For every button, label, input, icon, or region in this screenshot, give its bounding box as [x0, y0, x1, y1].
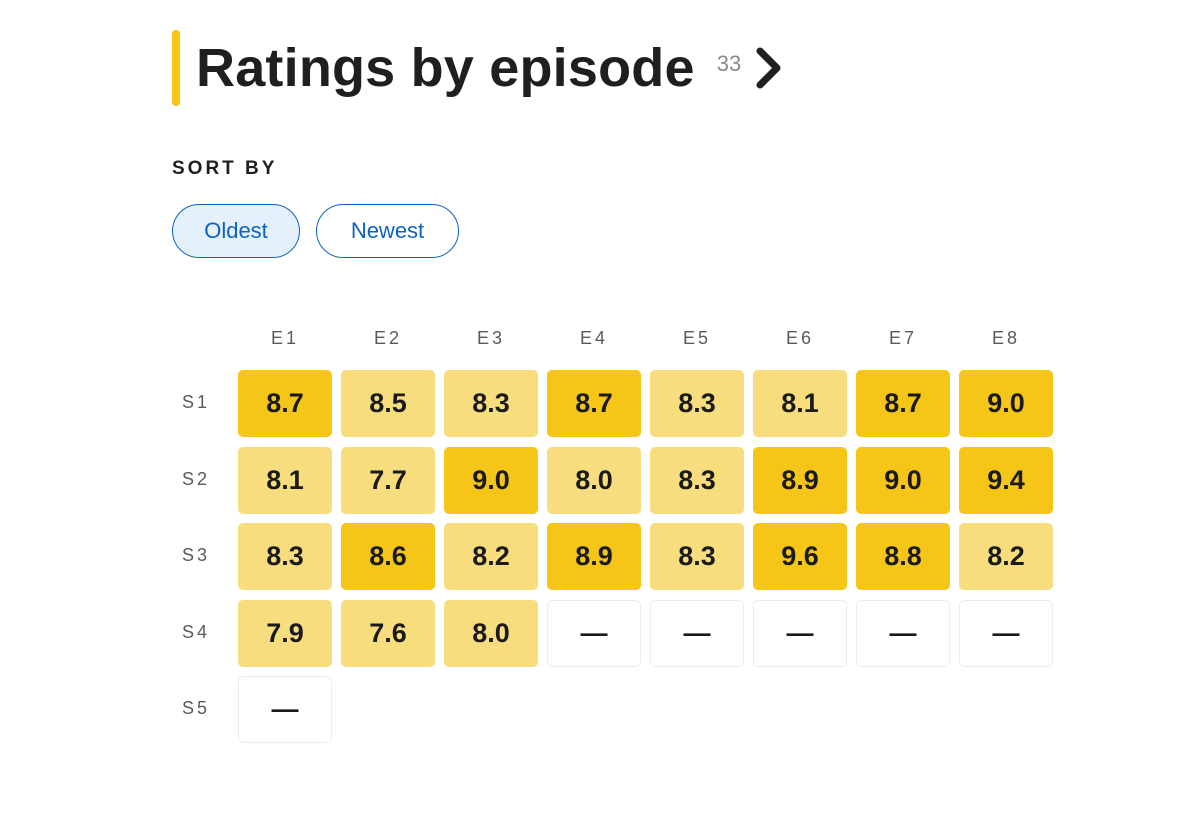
rating-cell-empty[interactable]: —	[547, 599, 641, 667]
sort-newest-button[interactable]: Newest	[316, 204, 459, 258]
season-label: S3	[182, 545, 211, 565]
chevron-right-icon[interactable]	[751, 45, 785, 91]
rating-cell[interactable]: 8.7	[238, 370, 332, 437]
rating-cell[interactable]: 8.2	[959, 523, 1053, 590]
rating-cell[interactable]: 8.7	[547, 370, 641, 437]
rating-cell[interactable]: 8.0	[444, 599, 538, 667]
season-label: S4	[182, 621, 211, 642]
episode-header: E1	[270, 328, 300, 348]
rating-cell-empty[interactable]: —	[650, 599, 744, 667]
sort-by-label: SORT BY	[172, 158, 278, 179]
rating-cell[interactable]: 9.0	[444, 446, 538, 514]
rating-cell[interactable]: 7.9	[238, 599, 332, 667]
rating-cell[interactable]: 8.5	[341, 370, 435, 437]
rating-cell[interactable]: 8.1	[238, 446, 332, 514]
episode-header: E5	[682, 328, 712, 348]
episode-header: E3	[476, 328, 506, 348]
ratings-section: Ratings by episode 33 SORT BY Oldest New…	[172, 30, 1072, 743]
rating-cell[interactable]: 7.6	[341, 599, 435, 667]
rating-cell[interactable]: 7.7	[341, 446, 435, 514]
rating-cell[interactable]: 8.9	[753, 446, 847, 514]
rating-cell[interactable]: 9.0	[959, 370, 1053, 437]
rating-cell[interactable]: 8.3	[650, 446, 744, 514]
rating-cell[interactable]: 8.7	[856, 370, 950, 437]
episode-header: E4	[579, 328, 609, 348]
rating-cell[interactable]: 8.3	[444, 370, 538, 437]
season-label: S1	[182, 392, 211, 412]
section-title: Ratings by episode	[196, 38, 695, 98]
accent-bar	[172, 30, 180, 106]
episode-header: E6	[785, 328, 815, 348]
sort-options: Oldest Newest	[172, 204, 1072, 258]
rating-cell[interactable]: 8.0	[547, 446, 641, 514]
rating-cell-empty[interactable]: —	[238, 676, 332, 743]
episode-header: E2	[373, 328, 403, 348]
rating-cell-empty[interactable]: —	[959, 599, 1053, 667]
rating-cell[interactable]: 8.3	[238, 523, 332, 590]
section-header: Ratings by episode 33	[172, 30, 1072, 106]
episode-count: 33	[716, 51, 742, 76]
rating-cell-empty[interactable]: —	[753, 599, 847, 667]
episode-header: E7	[888, 328, 918, 348]
rating-cell[interactable]: 8.2	[444, 523, 538, 590]
rating-cell[interactable]: 8.3	[650, 370, 744, 437]
rating-cell-empty[interactable]: —	[856, 599, 950, 667]
rating-cell[interactable]: 9.6	[753, 523, 847, 590]
episode-header: E8	[991, 328, 1021, 348]
rating-cell[interactable]: 8.6	[341, 523, 435, 590]
season-label: S2	[182, 468, 211, 489]
season-label: S5	[182, 698, 211, 718]
rating-cell[interactable]: 8.3	[650, 523, 744, 590]
sort-oldest-button[interactable]: Oldest	[172, 204, 300, 258]
rating-cell[interactable]: 8.9	[547, 523, 641, 590]
rating-cell[interactable]: 9.0	[856, 446, 950, 514]
rating-cell[interactable]: 8.1	[753, 370, 847, 437]
rating-cell[interactable]: 9.4	[959, 446, 1053, 514]
rating-cell[interactable]: 8.8	[856, 523, 950, 590]
